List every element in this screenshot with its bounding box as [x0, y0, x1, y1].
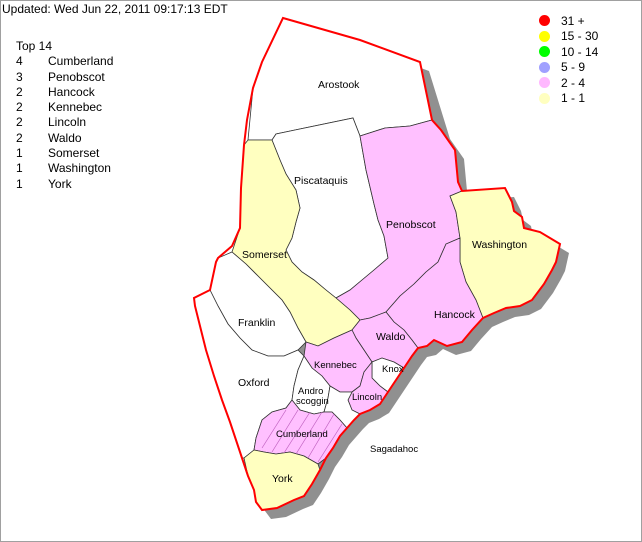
top-list-count: 1 [16, 161, 23, 176]
label-lincoln: Lincoln [352, 392, 382, 403]
top-list-count: 1 [16, 176, 23, 191]
label-androscoggin-2: scoggin [296, 396, 329, 407]
legend-swatch-icon [539, 15, 550, 27]
label-hancock: Hancock [434, 309, 476, 321]
legend-item: 15 - 30 [539, 29, 598, 45]
legend-label: 1 - 1 [561, 91, 586, 106]
legend-swatch-icon [539, 61, 550, 73]
top-list-county: Hancock [48, 84, 95, 99]
top-list-count: 2 [16, 130, 23, 145]
top-list-count: 1 [16, 146, 23, 161]
label-knox: Knox [382, 364, 404, 375]
legend-swatch-icon [539, 77, 550, 89]
legend-label: 5 - 9 [561, 60, 586, 75]
top-counties-list: Top 14 4 Cumberland 3 Penobscot 2 Hancock 2 Ken… [16, 39, 113, 192]
top-list-county: Somerset [48, 146, 100, 161]
legend-swatch-icon [539, 92, 550, 104]
top-list-count: 3 [16, 69, 23, 84]
legend-item: 5 - 9 [539, 60, 598, 76]
top-list-row: 1 Washington [16, 161, 113, 176]
cumberland-hatch [261, 409, 343, 463]
top-list-row: 1 Somerset [16, 146, 113, 161]
top-list-row: 1 York [16, 177, 113, 192]
legend-label: 31 + [561, 13, 585, 28]
label-washington: Washington [472, 239, 527, 251]
label-androscoggin-1: Andro [298, 386, 323, 397]
top-list-rows: 4 Cumberland 3 Penobscot 2 Hancock 2 Kennebec 2 L… [16, 54, 113, 192]
label-aroostook: Arostook [318, 79, 360, 91]
top-list-county: Penobscot [48, 69, 105, 84]
legend-swatch-icon [539, 30, 550, 42]
label-oxford: Oxford [238, 377, 270, 389]
label-somerset: Somerset [242, 249, 287, 261]
legend-label: 2 - 4 [561, 75, 586, 90]
top-list-county: Kennebec [48, 100, 103, 115]
label-cumberland: Cumberland [276, 429, 328, 440]
top-list-county: Cumberland [48, 54, 114, 69]
top-list-row: 2 Lincoln [16, 115, 113, 130]
legend-item: 31 + [539, 13, 598, 29]
legend-item: 10 - 14 [539, 44, 598, 60]
top-list-row: 2 Hancock [16, 85, 113, 100]
top-list-county: Lincoln [48, 115, 87, 130]
label-kennebec: Kennebec [314, 360, 357, 371]
label-york: York [272, 473, 293, 485]
top-list-count: 2 [16, 84, 23, 99]
label-waldo: Waldo [376, 331, 406, 343]
legend-item: 1 - 1 [539, 91, 598, 107]
top-list-county: York [48, 176, 72, 191]
label-franklin: Franklin [238, 317, 276, 329]
top-list-count: 2 [16, 100, 23, 115]
top-list-title: Top 14 [16, 39, 53, 53]
legend-label: 10 - 14 [561, 44, 599, 59]
top-list-count: 4 [16, 54, 23, 69]
top-list-count: 2 [16, 115, 23, 130]
label-piscataquis: Piscataquis [294, 175, 348, 187]
top-list-row: 4 Cumberland [16, 54, 113, 69]
top-list-row: 2 Kennebec [16, 100, 113, 115]
state-border [192, 16, 562, 512]
top-list-row: 3 Penobscot [16, 70, 113, 85]
legend-item: 2 - 4 [539, 75, 598, 91]
updated-timestamp: Updated: Wed Jun 22, 2011 09:17:13 EDT [2, 2, 228, 16]
top-list-county: Waldo [48, 130, 82, 145]
top-list-row: 2 Waldo [16, 131, 113, 146]
legend-label: 15 - 30 [561, 29, 599, 44]
label-penobscot: Penobscot [386, 219, 436, 231]
legend-swatch-icon [539, 46, 550, 58]
label-sagadahoc: Sagadahoc [370, 444, 418, 455]
top-list-county: Washington [48, 161, 111, 176]
